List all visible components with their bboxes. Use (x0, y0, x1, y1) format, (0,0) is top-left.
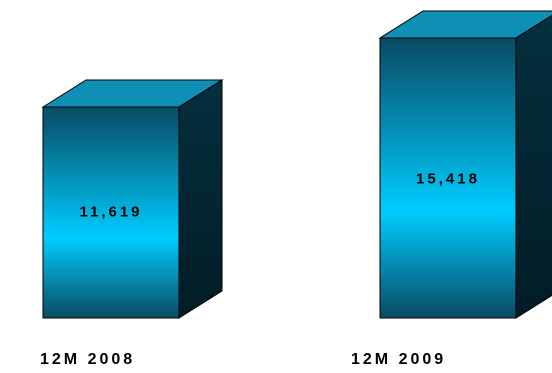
bar-1-value-label: 11,619 (79, 204, 142, 221)
bar-2-value-label: 15,418 (416, 171, 480, 188)
bars-layer (41, 10, 552, 319)
bar-1-front-face (42, 106, 180, 319)
bar-2 (378, 10, 552, 319)
bar-1 (41, 79, 224, 319)
bar-2-side-face (515, 14, 552, 319)
labels-layer: 11,619 12M 2008 15,418 12M 2009 (40, 171, 480, 368)
category-label-2: 12M 2009 (351, 351, 446, 368)
category-label-1: 12M 2008 (40, 351, 135, 368)
bar-1-side-face (178, 79, 223, 319)
bar-2-front-face (379, 37, 517, 319)
